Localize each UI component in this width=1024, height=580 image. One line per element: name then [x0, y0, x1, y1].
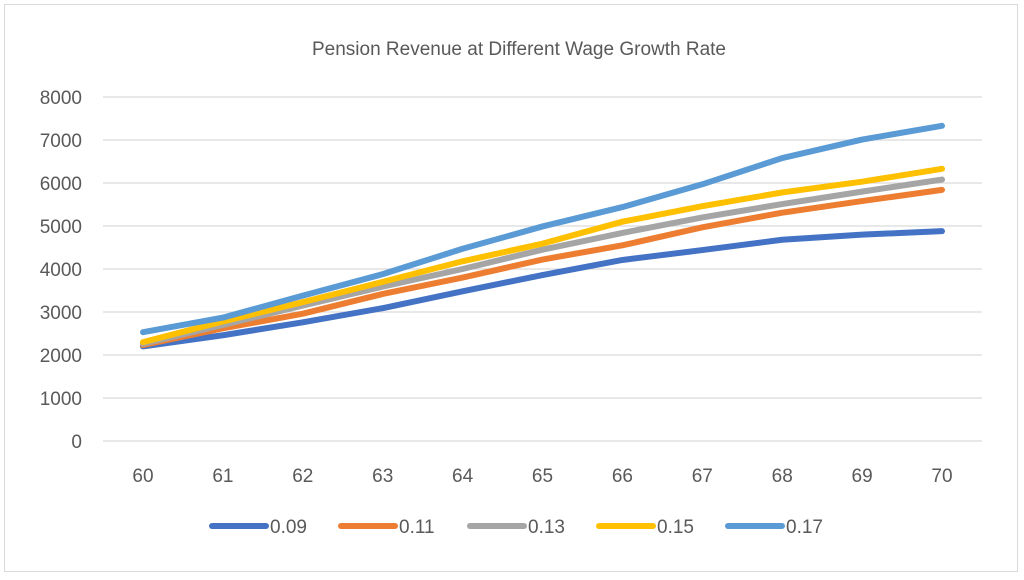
series-line-0.11: [140, 186, 945, 349]
y-tick-label: 5000: [40, 217, 82, 238]
legend-label: 0.09: [270, 517, 307, 538]
legend-label: 0.15: [657, 517, 694, 538]
x-tick-label: 65: [532, 466, 553, 487]
y-tick-label: 6000: [40, 174, 82, 195]
x-tick-label: 64: [452, 466, 474, 487]
x-tick-label: 67: [692, 466, 713, 487]
x-tick-label: 60: [132, 466, 153, 487]
x-tick-label: 63: [372, 466, 393, 487]
series-line-0.13: [140, 176, 945, 347]
chart-area: [4, 4, 1018, 572]
y-tick-label: 7000: [40, 131, 82, 152]
legend-label: 0.17: [786, 517, 823, 538]
legend-label: 0.11: [399, 517, 435, 538]
x-tick-label: 61: [212, 466, 233, 487]
x-tick-label: 68: [772, 466, 793, 487]
legend-label: 0.13: [528, 517, 565, 538]
y-tick-label: 8000: [40, 88, 82, 109]
y-tick-label: 2000: [40, 346, 82, 367]
series-line-0.15: [140, 165, 945, 346]
series-line-0.17: [140, 122, 945, 336]
y-tick-label: 1000: [40, 389, 82, 410]
x-tick-label: 66: [612, 466, 633, 487]
series-line-0.09: [140, 228, 945, 350]
x-tick-label: 69: [852, 466, 873, 487]
x-tick-label: 70: [931, 466, 952, 487]
y-tick-label: 0: [71, 432, 82, 453]
x-tick-label: 62: [292, 466, 313, 487]
y-tick-label: 4000: [40, 260, 82, 281]
y-tick-label: 3000: [40, 303, 82, 324]
chart-title: Pension Revenue at Different Wage Growth…: [312, 39, 726, 60]
